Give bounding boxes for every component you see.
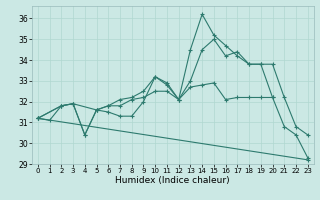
X-axis label: Humidex (Indice chaleur): Humidex (Indice chaleur) <box>116 176 230 185</box>
